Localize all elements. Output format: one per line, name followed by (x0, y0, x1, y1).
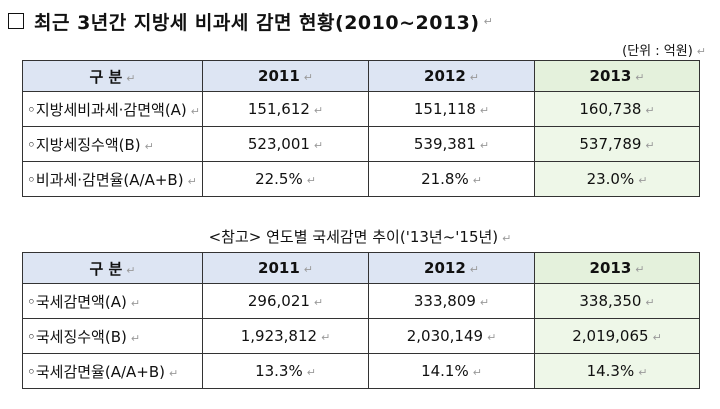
header-category: 구 분 ↵ (22, 252, 203, 284)
cell-value: 13.3% ↵ (202, 353, 369, 389)
title-text: 최근 3년간 지방세 비과세 감면 현황(2010~2013) (34, 11, 480, 34)
table-row: ◦비과세·감면율(A/A+B) ↵ 22.5% ↵ 21.8% ↵ 23.0% ↵ (22, 161, 700, 197)
cell-value: 151,612 ↵ (202, 91, 369, 127)
header-year-2013: 2013 ↵ (534, 252, 700, 284)
row-label: ◦국세감면율(A/A+B) ↵ (22, 353, 203, 389)
header-year-2013: 2013 ↵ (534, 60, 700, 92)
table-row: ◦지방세징수액(B) ↵ 523,001 ↵ 539,381 ↵ 537,789 ↵ (22, 126, 700, 162)
row-label: ◦국세감면액(A) ↵ (22, 283, 203, 319)
return-mark-icon: ↵ (483, 14, 494, 28)
return-mark-icon: ↵ (696, 45, 706, 58)
header-year-2011: 2011 ↵ (202, 60, 369, 92)
national-tax-table: 구 분 ↵ 2011 ↵ 2012 ↵ 2013 ↵ ◦국세감면액(A) ↵ 296,02… (22, 252, 700, 389)
row-label: ◦국세징수액(B) ↵ (22, 318, 203, 354)
cell-value: 539,381 ↵ (368, 126, 535, 162)
cell-value: 2,030,149 ↵ (368, 318, 535, 354)
cell-value: 21.8% ↵ (368, 161, 535, 197)
cell-value: 151,118 ↵ (368, 91, 535, 127)
cell-value: 23.0% ↵ (534, 161, 700, 197)
cell-value: 296,021 ↵ (202, 283, 369, 319)
header-year-2012: 2012 ↵ (368, 60, 535, 92)
table-row: ◦국세감면율(A/A+B) ↵ 13.3% ↵ 14.1% ↵ 14.3% ↵ (22, 353, 700, 389)
document-title: 최근 3년간 지방세 비과세 감면 현황(2010~2013) ↵ (8, 6, 493, 36)
table-header-row: 구 분 ↵ 2011 ↵ 2012 ↵ 2013 ↵ (22, 252, 700, 284)
cell-value: 14.3% ↵ (534, 353, 700, 389)
cell-value: 14.1% ↵ (368, 353, 535, 389)
cell-value: 537,789 ↵ (534, 126, 700, 162)
unit-text: (단위 : 억원) (622, 44, 693, 59)
table-row: ◦지방세비과세·감면액(A) ↵ 151,612 ↵ 151,118 ↵ 160,73… (22, 91, 700, 127)
cell-value: 523,001 ↵ (202, 126, 369, 162)
row-label: ◦지방세징수액(B) ↵ (22, 126, 203, 162)
cell-value: 1,923,812 ↵ (202, 318, 369, 354)
cell-value: 2,019,065 ↵ (534, 318, 700, 354)
cell-value: 22.5% ↵ (202, 161, 369, 197)
table-row: ◦국세감면액(A) ↵ 296,021 ↵ 333,809 ↵ 338,350 ↵ (22, 283, 700, 319)
row-label: ◦지방세비과세·감면액(A) ↵ (22, 91, 203, 127)
reference-subtitle: <참고> 연도별 국세감면 추이('13년~'15년) ↵ (208, 228, 512, 246)
table-row: ◦국세징수액(B) ↵ 1,923,812 ↵ 2,030,149 ↵ 2,019,0… (22, 318, 700, 354)
unit-note: (단위 : 억원) ↵ (622, 40, 706, 59)
local-tax-table: 구 분 ↵ 2011 ↵ 2012 ↵ 2013 ↵ ◦지방세비과세·감면액(A) ↵ 1… (22, 60, 700, 197)
cell-value: 338,350 ↵ (534, 283, 700, 319)
checkbox-square-icon (8, 13, 24, 29)
row-label: ◦비과세·감면율(A/A+B) ↵ (22, 161, 203, 197)
header-category: 구 분 ↵ (22, 60, 203, 92)
cell-value: 160,738 ↵ (534, 91, 700, 127)
cell-value: 333,809 ↵ (368, 283, 535, 319)
table-header-row: 구 분 ↵ 2011 ↵ 2012 ↵ 2013 ↵ (22, 60, 700, 92)
header-year-2012: 2012 ↵ (368, 252, 535, 284)
header-year-2011: 2011 ↵ (202, 252, 369, 284)
